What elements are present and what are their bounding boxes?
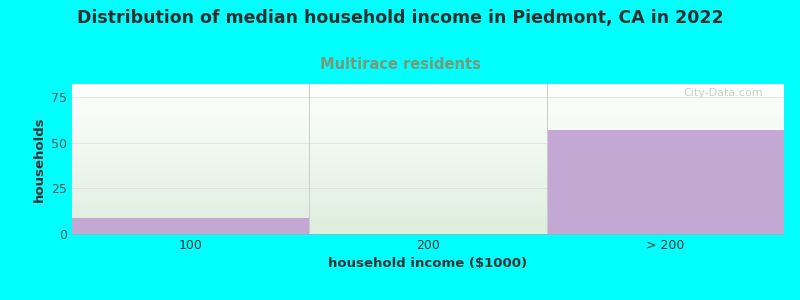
Y-axis label: households: households	[33, 116, 46, 202]
Text: City-Data.com: City-Data.com	[683, 88, 762, 98]
Text: Multirace residents: Multirace residents	[319, 57, 481, 72]
Bar	[72, 218, 310, 234]
Bar	[546, 130, 784, 234]
X-axis label: household income ($1000): household income ($1000)	[329, 257, 527, 270]
Text: Distribution of median household income in Piedmont, CA in 2022: Distribution of median household income …	[77, 9, 723, 27]
